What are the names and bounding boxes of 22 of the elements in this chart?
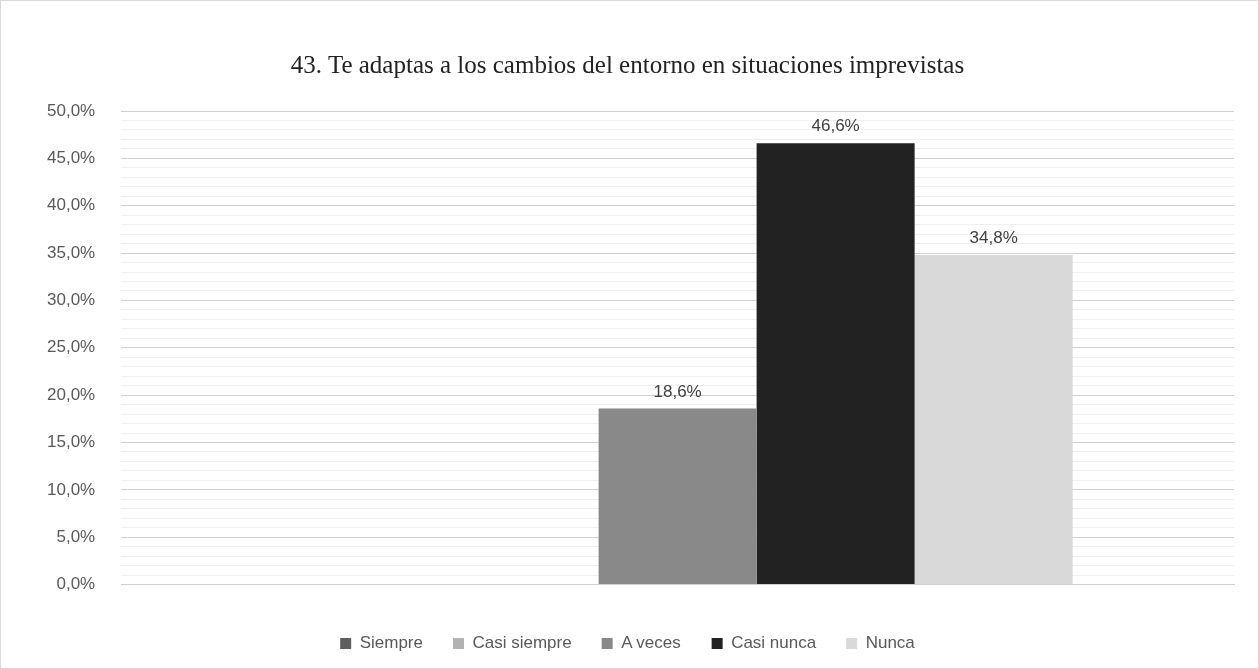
- y-tick-label: 35,0%: [47, 242, 96, 262]
- chart-title: 43. Te adaptas a los cambios del entorno en situaciones imprevistas: [290, 50, 965, 78]
- data-label: 18,6%: [653, 381, 702, 401]
- y-tick-label: 50,0%: [47, 100, 96, 120]
- y-tick-label: 45,0%: [47, 148, 96, 168]
- legend-label: Nunca: [865, 633, 916, 653]
- y-tick-label: 0,0%: [56, 574, 96, 594]
- bar: [756, 143, 915, 585]
- bar: [598, 408, 757, 585]
- y-tick-label: 30,0%: [47, 290, 96, 310]
- y-tick-label: 15,0%: [47, 432, 96, 452]
- y-tick-label: 5,0%: [56, 526, 96, 546]
- y-tick-label: 20,0%: [47, 384, 96, 404]
- legend-label: Casi nunca: [731, 633, 817, 653]
- y-tick-label: 10,0%: [47, 479, 96, 499]
- data-label: 34,8%: [969, 228, 1018, 248]
- data-label: 46,6%: [811, 116, 860, 136]
- y-tick-label: 25,0%: [47, 337, 96, 357]
- legend-label: A veces: [621, 633, 681, 653]
- legend-label: Casi siempre: [472, 633, 572, 653]
- legend-label: Siempre: [359, 633, 423, 653]
- y-tick-label: 40,0%: [47, 195, 96, 215]
